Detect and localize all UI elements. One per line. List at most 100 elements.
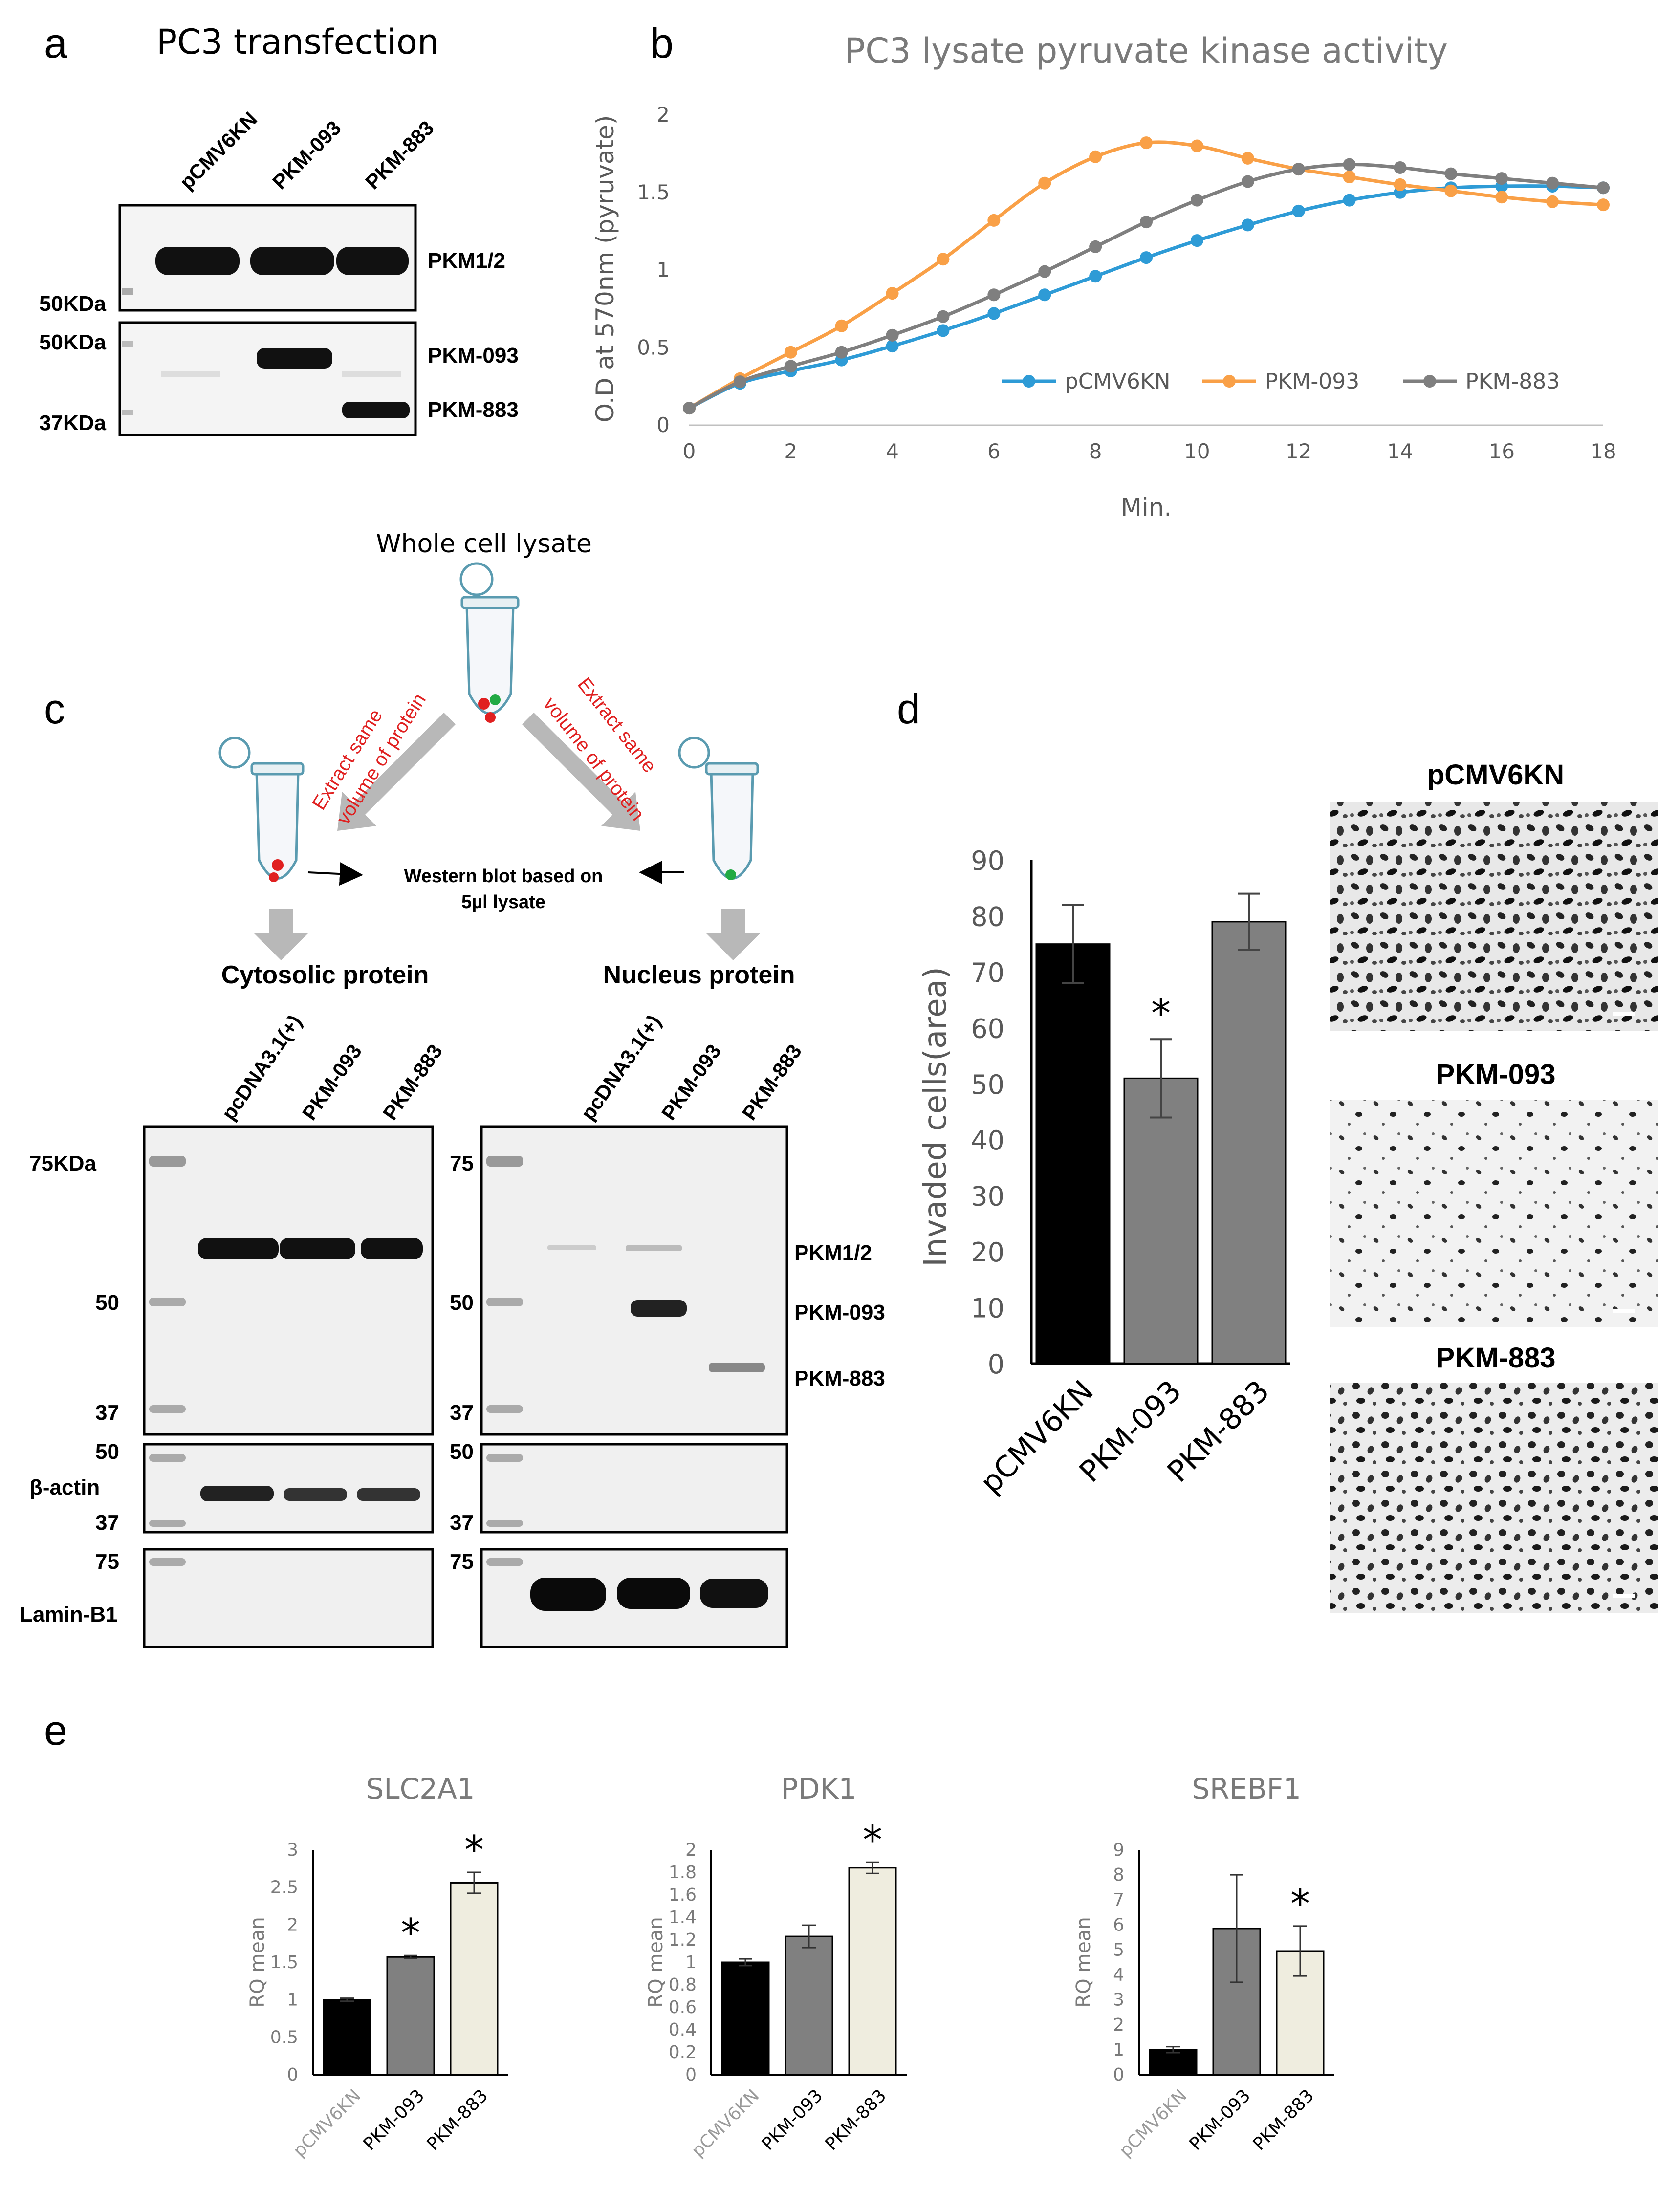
- c-band-actin-3: [357, 1488, 420, 1501]
- y-tick-label: 1.5: [637, 180, 670, 204]
- data-point-pcmv6kn: [987, 307, 1001, 320]
- c-left-lane3: PKM-883: [378, 1040, 447, 1124]
- chart-b-x-ticks: 0 2 4 6 8 10 12 14 16 18: [683, 439, 1616, 463]
- chart-d-ylabel: Invaded cells(area): [917, 967, 954, 1267]
- data-point-pkm-093: [1038, 176, 1051, 190]
- ladder-mark: [122, 410, 133, 415]
- x-tick-label: 16: [1488, 439, 1514, 463]
- c-right-main-blot: [480, 1125, 788, 1436]
- tube-nucleus: [678, 737, 759, 880]
- c-left-main-blot: [143, 1125, 434, 1436]
- data-point-pkm-883: [937, 310, 950, 323]
- c-right-lane1: pcDNA3.1(+): [576, 1011, 665, 1124]
- bar-pkm-883: [450, 1882, 499, 2076]
- ladder-mark: [149, 1156, 186, 1167]
- y-tick-label: 60: [971, 1013, 1004, 1044]
- label-cytosolic: Cytosolic protein: [221, 961, 429, 989]
- y-tick-label: 1.2: [669, 1930, 697, 1950]
- data-point-pcmv6kn: [1190, 234, 1203, 247]
- scale-bar: [1613, 1012, 1635, 1016]
- y-tick-label: 1: [1113, 2040, 1124, 2060]
- panel-letter-b: b: [650, 20, 674, 67]
- chart-bar-invasion: Invaded cells(area) 0102030405060708090 …: [917, 846, 1290, 1500]
- y-tick-label: 0.5: [270, 2027, 298, 2047]
- category-label: PKM-093: [758, 2085, 827, 2154]
- c-label-beta-actin: β-actin: [29, 1475, 100, 1499]
- x-tick-label: 10: [1184, 439, 1210, 463]
- faint-band: [161, 371, 220, 377]
- scale-bar: [1613, 1309, 1635, 1313]
- invasion-image-pkm883: [1330, 1383, 1658, 1613]
- lane-label-pkm093: PKM-093: [268, 116, 346, 194]
- data-point-pkm-093: [1089, 150, 1102, 163]
- band-pkm12-lane2: [250, 247, 334, 275]
- bar-pkm-883: [1211, 921, 1287, 1365]
- y-tick-label: 1.5: [270, 1952, 298, 1973]
- y-tick-label: 0: [685, 2065, 697, 2085]
- chart-b-ylabel: O.D at 570nm (pyruvate): [591, 115, 619, 423]
- faint-band: [342, 371, 401, 377]
- y-tick-label: 2: [287, 1915, 298, 1935]
- data-point-pkm-883: [1089, 240, 1102, 253]
- y-tick-label: 2: [656, 103, 670, 127]
- blot-label-pkm093: PKM-093: [428, 344, 519, 368]
- chart-bar-pdk1: PDK1 RQ mean 0 0.20.4 0.60.811.21.4 1.61.8 2 pC…: [645, 1772, 907, 2161]
- chart-b-y-ticks: 0 0.5 1 1.5 2: [637, 103, 670, 437]
- y-tick-label: 1: [656, 258, 670, 282]
- y-axis-label: RQ mean: [1072, 1917, 1095, 2007]
- data-point-pkm-883: [733, 375, 746, 389]
- img-title-pkm093: PKM-093: [1436, 1059, 1556, 1090]
- x-tick-label: 18: [1590, 439, 1616, 463]
- y-tick-label: 0.4: [669, 2020, 697, 2040]
- panel-a-title: PC3 transfection: [156, 22, 439, 62]
- bar-pcmv6kn: [1035, 943, 1111, 1365]
- y-tick-label: 5: [1113, 1940, 1124, 1960]
- data-point-pkm-883: [886, 328, 899, 342]
- ladder-mark: [486, 1520, 523, 1527]
- data-point-pkm-093: [1394, 178, 1407, 191]
- c-faint-pkm12-2: [626, 1245, 682, 1251]
- data-point-pkm-883: [1546, 176, 1559, 190]
- x-tick-label: 14: [1387, 439, 1413, 463]
- data-point-pkm-883: [1038, 265, 1051, 278]
- chart-title: SREBF1: [1192, 1772, 1301, 1805]
- data-point-pcmv6kn: [1292, 204, 1305, 217]
- category-label: PKM-883: [423, 2085, 492, 2154]
- tube-cytosolic: [218, 737, 305, 882]
- legend-marker: [1223, 375, 1236, 388]
- x-tick-label: 2: [784, 439, 797, 463]
- c-band-pkm12-2: [280, 1238, 355, 1259]
- ladder-mark: [122, 288, 133, 295]
- c-band-lamin-1: [530, 1578, 606, 1611]
- ladder-mark: [149, 1520, 186, 1527]
- y-tick-label: 2: [1113, 2015, 1124, 2035]
- band-pkm093: [257, 348, 332, 369]
- c-right-marker-75: 75: [450, 1151, 474, 1175]
- scale-bar: [1613, 1594, 1635, 1598]
- panel-letter-d: d: [897, 686, 920, 733]
- legend-marker: [1023, 375, 1035, 388]
- chart-bar-slc2a1: SLC2A1 RQ mean 0 0.5 1 1.5 2 2.5 3 pCMV6KN * PKM-09…: [246, 1772, 508, 2161]
- arrow-head-right: [601, 792, 640, 831]
- panel-letter-a: a: [44, 20, 67, 67]
- data-point-pcmv6kn: [886, 340, 899, 353]
- bar-pcmv6kn: [721, 1961, 770, 2076]
- panel-e: e SLC2A1 RQ mean 0 0.5 1 1.5 2 2.5 3 pCMV6KN * PKM-…: [44, 1707, 1334, 2161]
- y-tick-label: 30: [971, 1181, 1004, 1212]
- ladder-mark: [149, 1454, 186, 1462]
- ladder-mark: [486, 1156, 523, 1167]
- y-tick-label: 40: [971, 1125, 1004, 1156]
- data-point-pkm-883: [987, 288, 1001, 302]
- series-line-pkm-093: [688, 140, 1604, 410]
- y-tick-label: 80: [971, 901, 1004, 932]
- data-point-pkm-883: [1190, 194, 1203, 207]
- ladder-mark: [486, 1558, 523, 1566]
- ladder-mark: [149, 1298, 186, 1306]
- y-tick-label: 3: [1113, 1990, 1124, 2010]
- category-label: PKM-093: [1186, 2085, 1255, 2154]
- invasion-image-pcmv6kn: [1330, 802, 1658, 1031]
- ladder-mark: [149, 1405, 186, 1413]
- c-left-marker-50: 50: [95, 1291, 119, 1315]
- band-pkm12-lane3: [336, 247, 409, 275]
